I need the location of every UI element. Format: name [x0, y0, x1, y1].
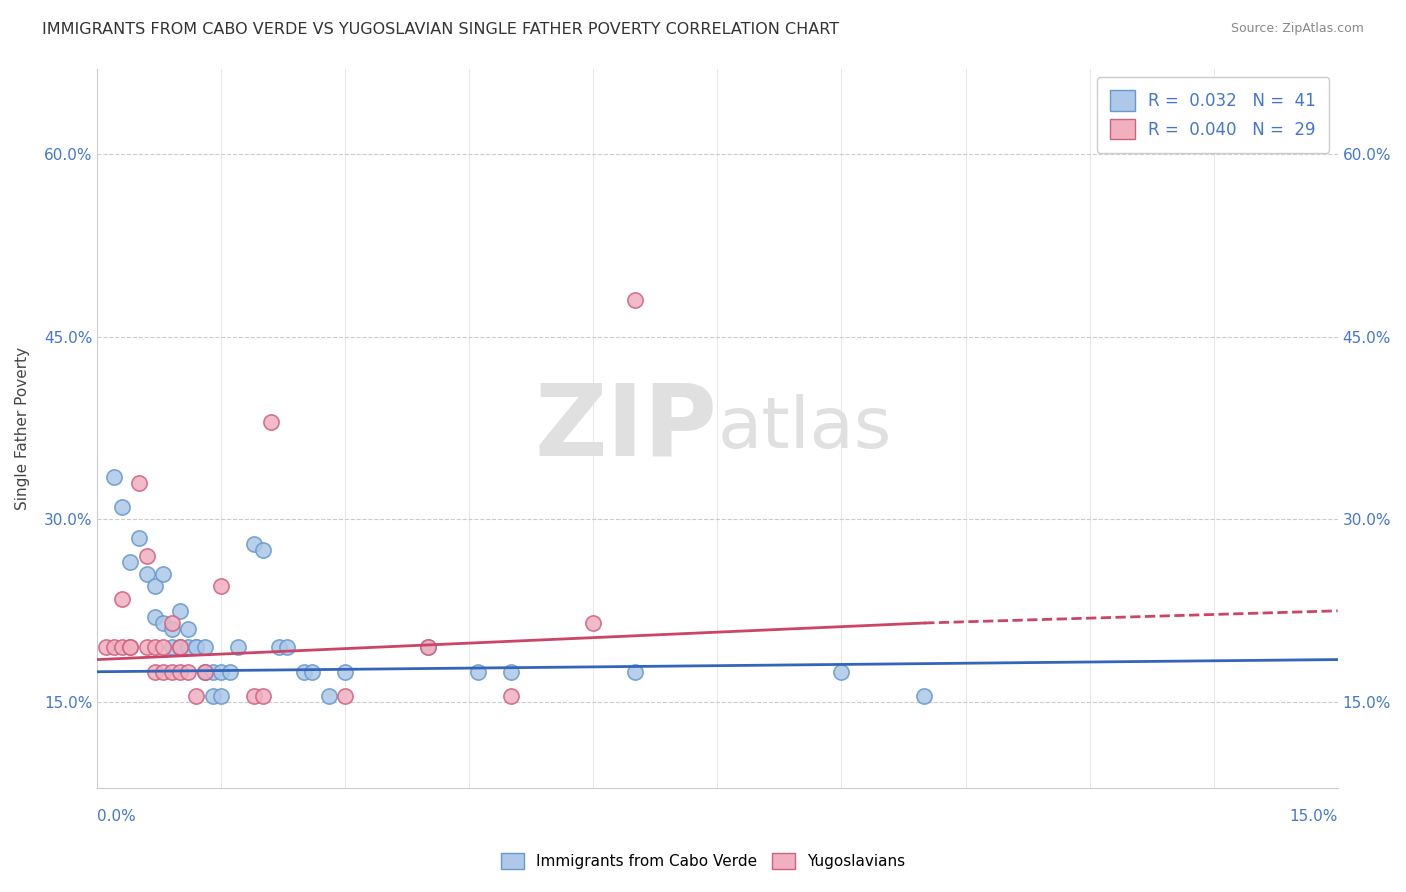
- Point: [94, 640, 117, 655]
- Text: ZIP: ZIP: [534, 379, 717, 476]
- Point: [135, 549, 157, 563]
- Point: [111, 500, 134, 515]
- Point: [252, 542, 274, 557]
- Point: [143, 640, 166, 655]
- Point: [209, 665, 232, 679]
- Point: [202, 665, 225, 679]
- Point: [416, 640, 439, 655]
- Point: [169, 665, 191, 679]
- Point: [143, 610, 166, 624]
- Point: [582, 615, 605, 630]
- Point: [160, 622, 183, 636]
- Text: Source: ZipAtlas.com: Source: ZipAtlas.com: [1230, 22, 1364, 36]
- Point: [912, 689, 935, 703]
- Point: [128, 531, 150, 545]
- Point: [169, 640, 191, 655]
- Point: [152, 665, 174, 679]
- Point: [177, 622, 200, 636]
- Point: [143, 665, 166, 679]
- Point: [120, 640, 142, 655]
- Point: [260, 415, 283, 429]
- Point: [160, 615, 183, 630]
- Point: [269, 640, 291, 655]
- Point: [143, 579, 166, 593]
- Point: [177, 665, 200, 679]
- Point: [103, 640, 125, 655]
- Point: [169, 604, 191, 618]
- Point: [160, 640, 183, 655]
- Point: [416, 640, 439, 655]
- Point: [276, 640, 298, 655]
- Point: [218, 665, 240, 679]
- Point: [209, 689, 232, 703]
- Text: IMMIGRANTS FROM CABO VERDE VS YUGOSLAVIAN SINGLE FATHER POVERTY CORRELATION CHAR: IMMIGRANTS FROM CABO VERDE VS YUGOSLAVIA…: [42, 22, 839, 37]
- Point: [177, 640, 200, 655]
- Point: [830, 665, 852, 679]
- Point: [226, 640, 249, 655]
- Point: [499, 689, 522, 703]
- Point: [318, 689, 340, 703]
- Point: [152, 567, 174, 582]
- Point: [499, 665, 522, 679]
- Point: [194, 665, 217, 679]
- Point: [120, 555, 142, 569]
- Point: [169, 640, 191, 655]
- Point: [194, 665, 217, 679]
- Point: [111, 591, 134, 606]
- Text: 15.0%: 15.0%: [1289, 809, 1337, 824]
- Point: [160, 665, 183, 679]
- Text: atlas: atlas: [717, 393, 891, 463]
- Point: [135, 640, 157, 655]
- Point: [194, 640, 217, 655]
- Point: [335, 665, 357, 679]
- Text: 0.0%: 0.0%: [97, 809, 136, 824]
- Point: [202, 689, 225, 703]
- Legend: R =  0.032   N =  41, R =  0.040   N =  29: R = 0.032 N = 41, R = 0.040 N = 29: [1097, 77, 1329, 153]
- Point: [186, 640, 208, 655]
- Point: [194, 665, 217, 679]
- Y-axis label: Single Father Poverty: Single Father Poverty: [15, 346, 30, 509]
- Point: [111, 640, 134, 655]
- Point: [252, 689, 274, 703]
- Legend: Immigrants from Cabo Verde, Yugoslavians: Immigrants from Cabo Verde, Yugoslavians: [495, 847, 911, 875]
- Point: [152, 615, 174, 630]
- Point: [623, 293, 645, 307]
- Point: [152, 640, 174, 655]
- Point: [128, 475, 150, 490]
- Point: [135, 567, 157, 582]
- Point: [467, 665, 489, 679]
- Point: [243, 537, 266, 551]
- Point: [120, 640, 142, 655]
- Point: [209, 579, 232, 593]
- Point: [623, 665, 645, 679]
- Point: [292, 665, 315, 679]
- Point: [243, 689, 266, 703]
- Point: [335, 689, 357, 703]
- Point: [186, 640, 208, 655]
- Point: [186, 689, 208, 703]
- Point: [103, 469, 125, 483]
- Point: [169, 640, 191, 655]
- Point: [301, 665, 323, 679]
